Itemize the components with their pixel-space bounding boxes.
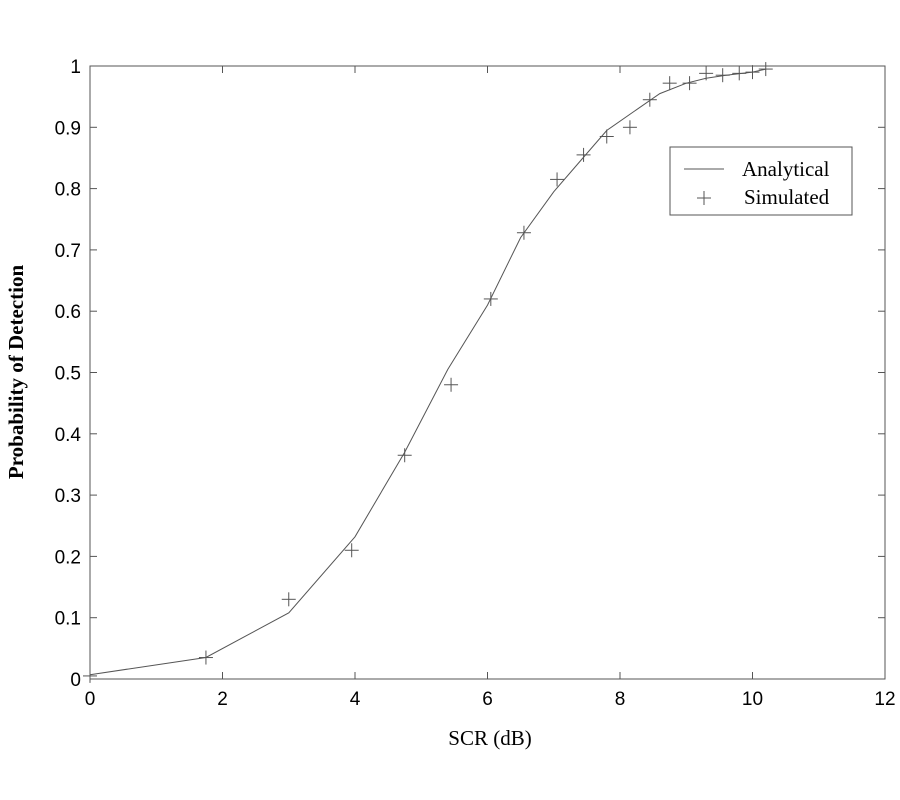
legend: Analytical Simulated [669,146,853,216]
point-simulated [444,377,459,392]
point-simulated [483,291,498,306]
point-simulated [198,650,213,665]
point-simulated [642,92,657,107]
x-tick-label: 10 [742,689,763,710]
point-simulated [732,66,747,81]
x-tick-label: 6 [482,689,493,710]
point-simulated [622,120,637,135]
y-axis-label: Probability of Detection [4,265,28,480]
point-simulated [699,66,714,81]
y-tick-label: 0.3 [55,486,81,507]
legend-label-simulated: Simulated [744,185,830,209]
x-axis-label: SCR (dB) [448,726,531,750]
y-tick-label: 0.6 [55,302,81,323]
y-tick-label: 0.7 [55,241,81,262]
legend-box [669,146,853,216]
plot-layer [83,62,773,683]
x-tick-label: 8 [615,689,626,710]
series-line-analytical [89,68,766,676]
point-simulated [83,668,97,683]
point-simulated [715,68,730,83]
y-tick-label: 0.9 [55,118,81,139]
legend-label-analytical: Analytical [742,157,830,181]
point-simulated [682,76,697,91]
point-simulated [576,147,591,162]
point-simulated [516,225,531,240]
y-tick-label: 1 [70,57,81,78]
x-tick-label: 4 [350,689,361,710]
point-simulated [550,172,565,187]
y-tick-label: 0 [70,670,81,691]
point-simulated [745,65,760,80]
x-tick-label: 2 [217,689,228,710]
point-simulated [281,592,296,607]
y-tick-label: 0.8 [55,180,81,201]
point-simulated [397,448,412,463]
point-simulated [662,76,677,91]
point-simulated [344,543,359,558]
y-tick-label: 0.4 [55,425,82,446]
point-simulated [599,129,614,144]
y-tick-label: 0.2 [55,547,81,568]
tick-labels: 0 2 4 6 8 10 12 0 0.1 0.2 0.3 0.4 0.5 0.6 0.7 0.8 0.9 1 [55,57,896,710]
x-tick-label: 0 [85,689,96,710]
legend-marker-simulated [697,191,711,205]
point-simulated [758,62,773,77]
x-tick-label: 12 [874,689,895,710]
y-tick-label: 0.5 [55,364,81,385]
y-tick-label: 0.1 [55,609,81,630]
